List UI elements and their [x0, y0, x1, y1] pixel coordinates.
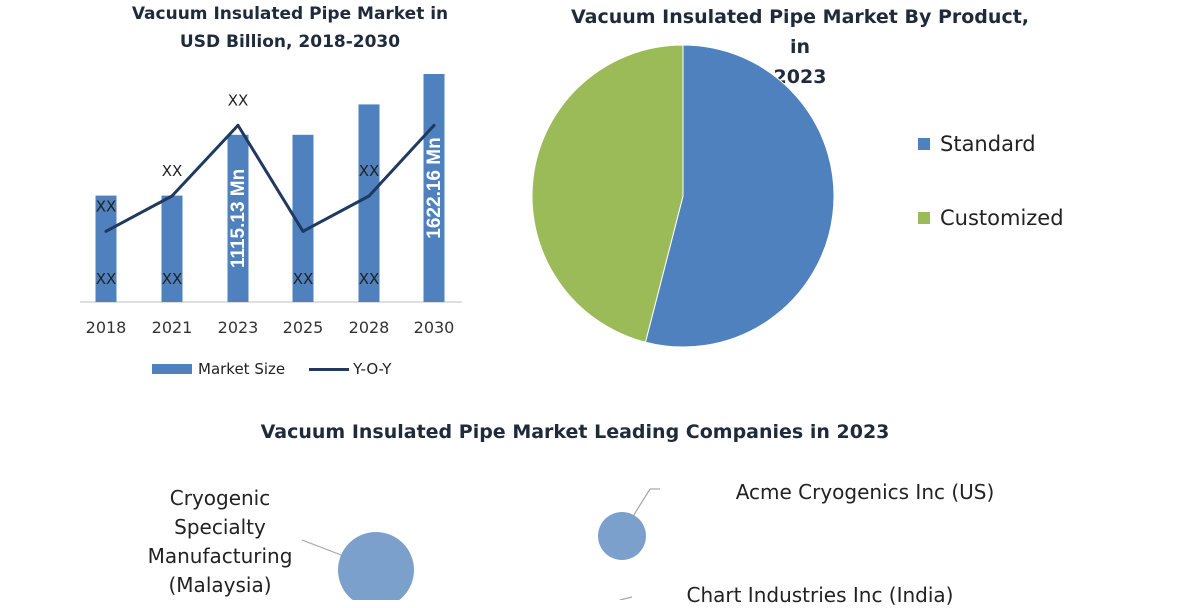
yoy-line [105, 123, 436, 233]
leader-line-acme-diag [621, 488, 651, 535]
x-tick-label-2023: 2023 [218, 318, 259, 337]
legend-swatch-yoy [309, 367, 350, 371]
x-tick-label-2018: 2018 [86, 318, 127, 337]
yoy-value-label-2028: XX [359, 162, 380, 180]
bubble-label-cryogenic-line-1: Cryogenic [169, 486, 271, 510]
yoy-point-2023 [236, 123, 240, 127]
bar-value-label-2030: 1622.16 Mn [424, 137, 445, 238]
bar-chart: 2018 2021 2023 2025 2028 2030 XX XX 1115.13 Mn XX… [80, 74, 462, 337]
bubble-label-cryogenic: Cryogenic Specialty Manufacturing (Malay… [130, 484, 310, 600]
yoy-point-2028 [367, 194, 371, 198]
legend-item-customized: Customized [918, 206, 1064, 230]
bubble-chart-title: Vacuum Insulated Pipe Market Leading Com… [260, 421, 890, 443]
yoy-point-2018 [104, 229, 108, 233]
pie-chart-title-line-2: 2023 [773, 66, 827, 88]
legend-swatch-standard [918, 138, 930, 150]
bar-value-label-2028: XX [359, 270, 380, 288]
legend-label-yoy: Y-O-Y [353, 360, 392, 378]
bar-value-label-2025: XX [293, 270, 314, 288]
bar-value-label-2021: XX [162, 270, 183, 288]
bar-chart-title-line-1: Vacuum Insulated Pipe Market in [131, 4, 449, 24]
yoy-point-2030 [432, 123, 436, 127]
yoy-value-label-2023: XX [228, 91, 249, 109]
legend-swatch-customized [918, 212, 930, 224]
bubble-label-cryogenic-line-2: Specialty [174, 515, 266, 539]
pie-chart-title: Vacuum Insulated Pipe Market By Product,… [560, 2, 1040, 92]
bar-2025 [292, 134, 314, 302]
bar-chart-legend: Market Size Y-O-Y [152, 360, 415, 378]
bar-value-label-2023: 1115.13 Mn [228, 169, 249, 268]
bar-2018 [95, 195, 117, 302]
bar-2023 [227, 134, 249, 302]
bubble-label-cryogenic-line-3: Manufacturing [147, 544, 293, 568]
yoy-point-2021 [170, 194, 174, 198]
x-tick-label-2025: 2025 [283, 318, 324, 337]
pie-chart-legend: Standard Customized [918, 132, 1064, 230]
bar-chart-title-line-2: USD Billion, 2018-2030 [179, 32, 401, 52]
bubble-label-chart-industries: Chart Industries Inc (India) [686, 583, 954, 607]
leader-line-cryogenic [301, 539, 376, 569]
yoy-value-label-2018: XX [96, 197, 117, 215]
legend-label-standard: Standard [940, 132, 1036, 156]
bubble-cryogenic [338, 532, 414, 600]
x-tick-label-2028: 2028 [349, 318, 390, 337]
bubble-label-cryogenic-line-4: (Malaysia) [168, 573, 272, 597]
legend-item-market-size: Market Size [152, 360, 285, 378]
bubble-label-acme: Acme Cryogenics Inc (US) [735, 480, 995, 504]
legend-item-yoy: Y-O-Y [309, 360, 391, 378]
x-tick-label-2021: 2021 [152, 318, 193, 337]
bar-2021 [161, 195, 183, 302]
bubble-acme [598, 512, 646, 560]
pie-chart-title-line-1: Vacuum Insulated Pipe Market By Product,… [570, 6, 1030, 58]
bar-value-label-2018: XX [96, 270, 117, 288]
legend-swatch-market-size [152, 364, 192, 374]
x-tick-label-2030: 2030 [414, 318, 455, 337]
yoy-value-label-2021: XX [162, 162, 183, 180]
bar-2028 [358, 104, 380, 303]
legend-label-customized: Customized [940, 206, 1064, 230]
yoy-point-2025 [301, 229, 305, 233]
bar-chart-title: Vacuum Insulated Pipe Market in USD Bill… [80, 0, 500, 56]
legend-label-market-size: Market Size [198, 360, 286, 378]
legend-item-standard: Standard [918, 132, 1036, 156]
